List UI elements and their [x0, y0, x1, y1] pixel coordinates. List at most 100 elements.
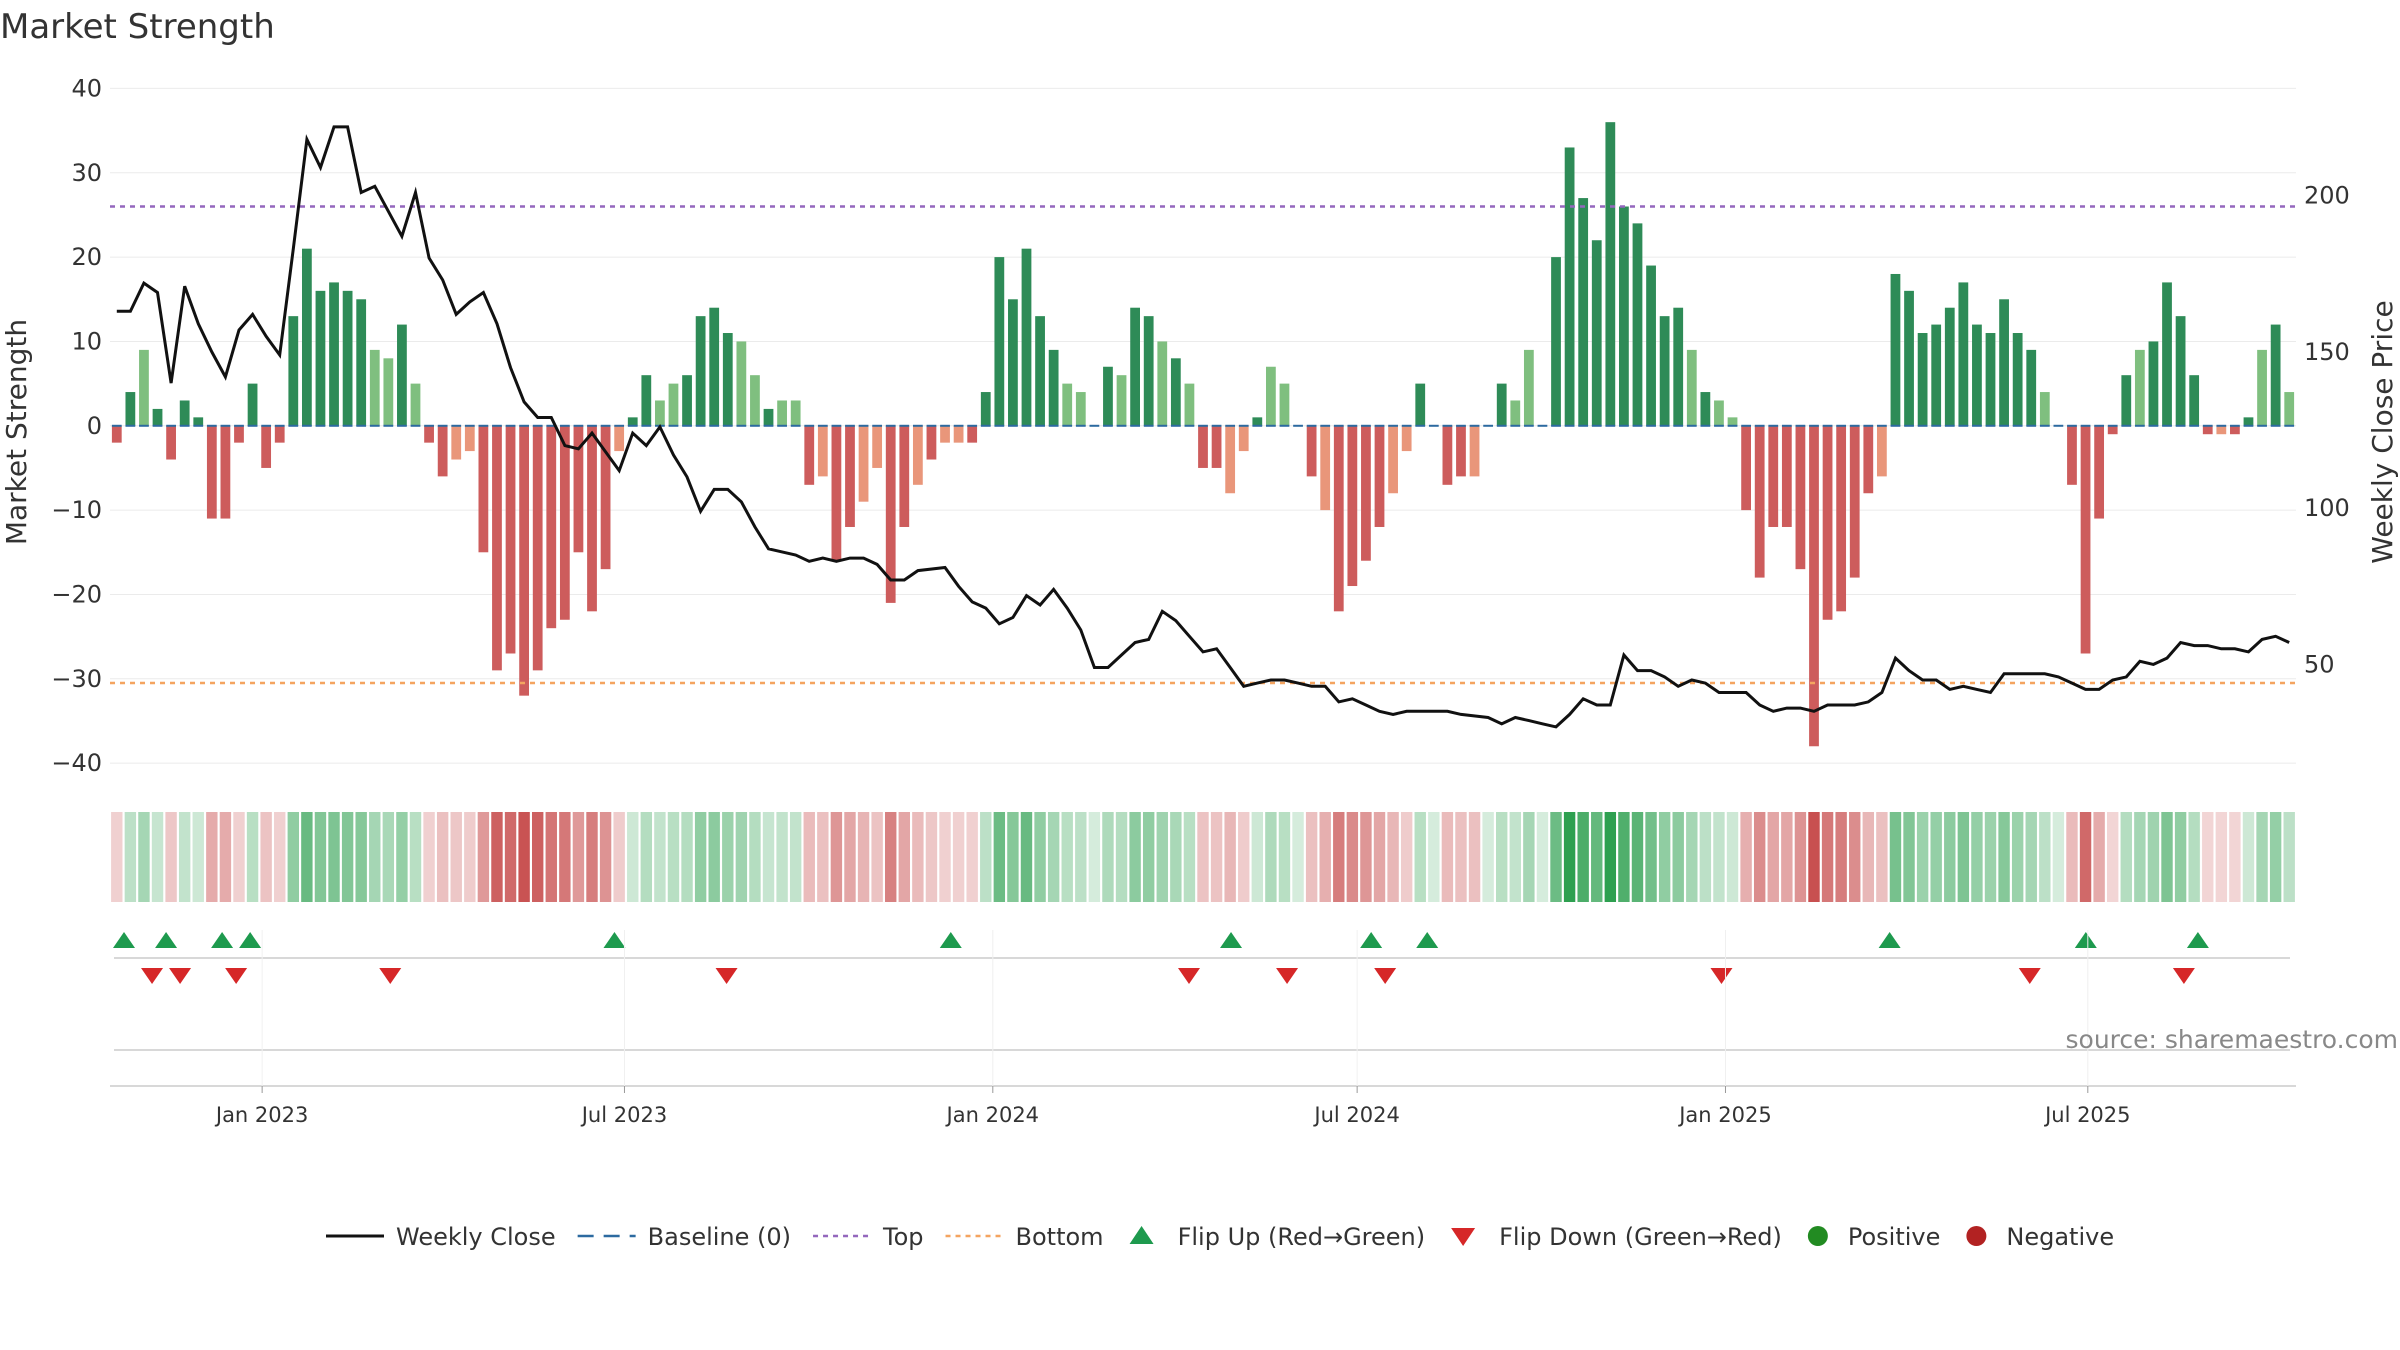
- legend-symbol: [1129, 1226, 1154, 1244]
- heat-cell: [667, 812, 680, 902]
- flip-down-marker: [169, 968, 192, 984]
- heat-cell: [491, 812, 503, 902]
- strength-bar: [179, 400, 190, 426]
- heat-cell: [165, 812, 177, 902]
- strength-bar: [274, 425, 285, 443]
- strength-bar: [750, 375, 760, 426]
- heat-cell: [1821, 812, 1834, 902]
- strength-bar: [247, 383, 258, 426]
- y2-tick-label: 200: [2304, 182, 2350, 210]
- strength-bar: [166, 425, 176, 460]
- strength-bar: [451, 425, 462, 460]
- strength-bar: [587, 425, 597, 612]
- x-tick-label: Jan 2025: [1677, 1103, 1772, 1127]
- legend-symbol: [1451, 1228, 1476, 1246]
- heat-cell: [1794, 812, 1807, 902]
- strength-bar: [111, 425, 122, 443]
- legend-dot: [1966, 1226, 1987, 1246]
- strength-bar: [1048, 349, 1059, 426]
- heat-cell: [586, 812, 598, 902]
- strength-bar: [2270, 324, 2281, 426]
- strength-bar: [1686, 349, 1697, 426]
- strength-bar: [2039, 392, 2050, 426]
- strength-bar: [804, 425, 815, 485]
- y2-tick-label: 50: [2304, 650, 2335, 678]
- strength-bars: [111, 122, 2295, 747]
- strength-bar: [641, 375, 652, 426]
- heat-cell: [1292, 812, 1304, 902]
- strength-bar: [831, 425, 842, 561]
- strength-bar: [1415, 383, 1426, 426]
- strength-bar: [1754, 425, 1765, 578]
- heat-cell: [1835, 812, 1847, 902]
- strength-bar: [369, 349, 380, 426]
- strength-bar: [1931, 324, 1942, 426]
- strength-bar: [2257, 349, 2267, 426]
- strength-bar: [1496, 383, 1507, 426]
- strength-bar: [1116, 375, 1127, 426]
- strength-bar: [1591, 240, 1602, 426]
- legend-label: Flip Down (Green→Red): [1499, 1223, 1782, 1251]
- y2-ticks: 50 100 150 200: [2304, 182, 2350, 679]
- strength-bar: [2243, 417, 2254, 426]
- strength-bar: [994, 257, 1005, 426]
- heat-cell: [464, 812, 476, 902]
- heat-cell: [1115, 812, 1128, 902]
- heat-cell: [952, 812, 965, 902]
- x-tick-label: Jan 2023: [214, 1103, 309, 1127]
- heat-cell: [2011, 812, 2024, 902]
- heat-cell: [477, 812, 490, 902]
- strength-bar: [2094, 425, 2105, 519]
- strength-bar: [858, 425, 869, 502]
- heat-cell: [1713, 812, 1725, 902]
- heat-cell: [260, 812, 272, 902]
- heat-cell: [1360, 812, 1372, 902]
- strength-bar: [1673, 307, 1684, 426]
- heat-cell: [151, 812, 164, 902]
- heat-cell: [219, 812, 232, 902]
- flip-down-marker: [1276, 968, 1299, 984]
- heat-cell: [1400, 812, 1413, 902]
- heat-cell: [1468, 812, 1481, 902]
- heat-cell: [1971, 812, 1983, 902]
- strength-bar: [1876, 425, 1887, 477]
- heat-cell: [233, 812, 245, 902]
- heat-cell: [545, 812, 557, 902]
- strength-bar: [2080, 425, 2091, 654]
- strength-bar: [1551, 257, 1561, 426]
- strength-bar: [478, 425, 489, 553]
- heat-cell: [504, 812, 517, 902]
- heat-cell: [1319, 812, 1331, 902]
- heat-cell: [1305, 812, 1318, 902]
- strength-bar: [1564, 147, 1575, 426]
- heat-cell: [2283, 812, 2295, 902]
- x-tick-label: Jul 2025: [2043, 1103, 2130, 1127]
- strength-bar: [1075, 392, 1086, 426]
- heat-cell: [1672, 812, 1684, 902]
- heat-cell: [1753, 812, 1766, 902]
- strength-bar: [424, 425, 434, 443]
- heat-cell: [722, 812, 734, 902]
- strength-bar: [709, 307, 720, 426]
- heat-cell: [409, 812, 422, 902]
- x-tick-label: Jan 2024: [945, 1103, 1040, 1127]
- strength-bar: [1238, 425, 1249, 452]
- strength-bar: [437, 425, 448, 477]
- strength-bar: [2202, 425, 2213, 435]
- strength-bar: [1727, 417, 1738, 426]
- strength-bar: [722, 333, 733, 426]
- strength-bar: [1809, 425, 1819, 747]
- heat-cell: [1034, 812, 1046, 902]
- heat-cell: [1373, 812, 1386, 902]
- heat-cell: [314, 812, 327, 902]
- heat-cell: [2256, 812, 2268, 902]
- heat-cell: [1007, 812, 1019, 902]
- heat-cell: [301, 812, 313, 902]
- strength-bar: [1442, 425, 1453, 485]
- flip-down-marker: [1177, 968, 1200, 984]
- heat-cell: [1984, 812, 1997, 902]
- strength-bar: [1999, 299, 2009, 426]
- flip-up-marker: [1220, 932, 1243, 948]
- strength-bar: [1198, 425, 1208, 468]
